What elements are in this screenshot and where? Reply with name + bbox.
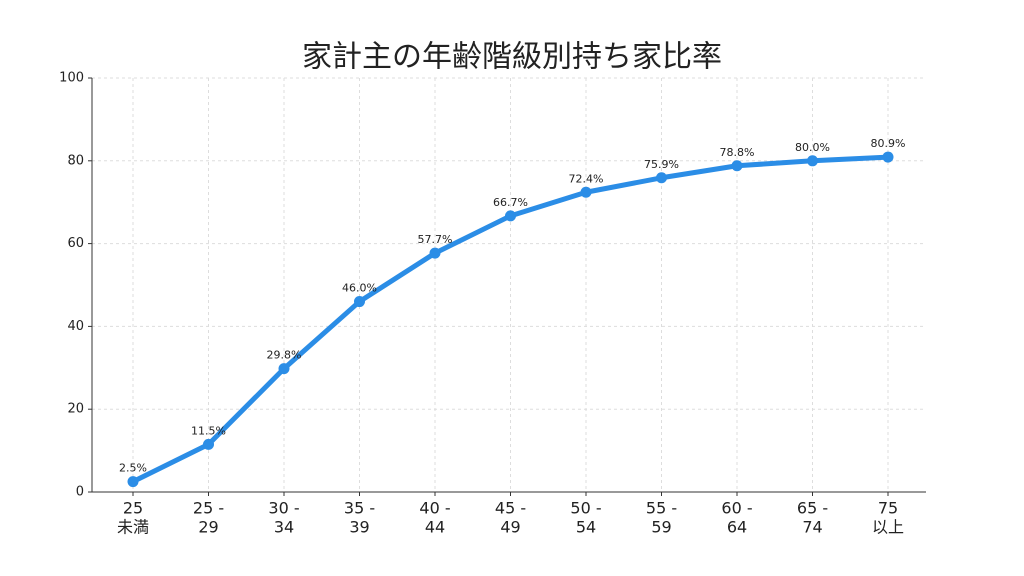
x-tick-label: 30 - [268,499,299,518]
x-tick-label: 39 [349,518,369,537]
value-label: 57.7% [418,233,453,246]
point [505,210,516,222]
point [580,186,592,198]
point [656,172,667,184]
x-tick-label: 54 [576,518,596,537]
value-label: 29.8% [267,349,302,362]
value-label: 80.0% [795,141,830,154]
x-tick-label: 29 [198,518,218,537]
x-tick-label: 25 [123,499,143,518]
point [354,296,365,308]
x-tick-label: 50 - [570,499,601,518]
y-tick-label: 60 [67,236,84,251]
value-label: 80.9% [871,137,906,150]
x-tick-label: 35 - [344,499,375,518]
point [882,151,894,163]
value-label: 78.8% [720,146,755,159]
point [278,363,290,375]
x-tick-label: 未満 [117,518,149,537]
x-tick-label: 25 - [193,499,224,518]
chart-title: 家計主の年齢階級別持ち家比率 [302,40,722,75]
value-label: 75.9% [644,158,679,171]
x-tick-label: 以上 [872,518,904,537]
x-tick-label: 34 [274,518,294,537]
x-tick-label: 45 - [495,499,526,518]
x-tick-label: 59 [651,518,671,537]
y-tick-label: 80 [67,153,84,168]
point [429,247,441,259]
x-tick-label: 74 [802,518,822,537]
point [203,438,214,450]
x-tick-label: 65 - [797,499,828,518]
x-tick-label: 55 - [646,499,677,518]
value-label: 2.5% [119,462,147,475]
point [731,160,743,172]
y-tick-label: 20 [67,402,84,417]
x-tick-label: 75 [878,499,898,518]
x-tick-label: 64 [727,518,747,537]
y-tick-label: 40 [67,319,84,334]
value-label: 11.5% [191,424,226,437]
x-tick-label: 40 - [419,499,450,518]
point [127,476,139,488]
y-tick-label: 0 [76,485,84,500]
x-tick-label: 44 [425,518,445,537]
x-tick-label: 49 [500,518,520,537]
value-label: 66.7% [493,196,528,209]
value-label: 72.4% [569,172,604,185]
value-label: 46.0% [342,282,377,295]
x-tick-label: 60 - [721,499,752,518]
y-tick-label: 100 [59,71,84,86]
point [807,155,818,167]
